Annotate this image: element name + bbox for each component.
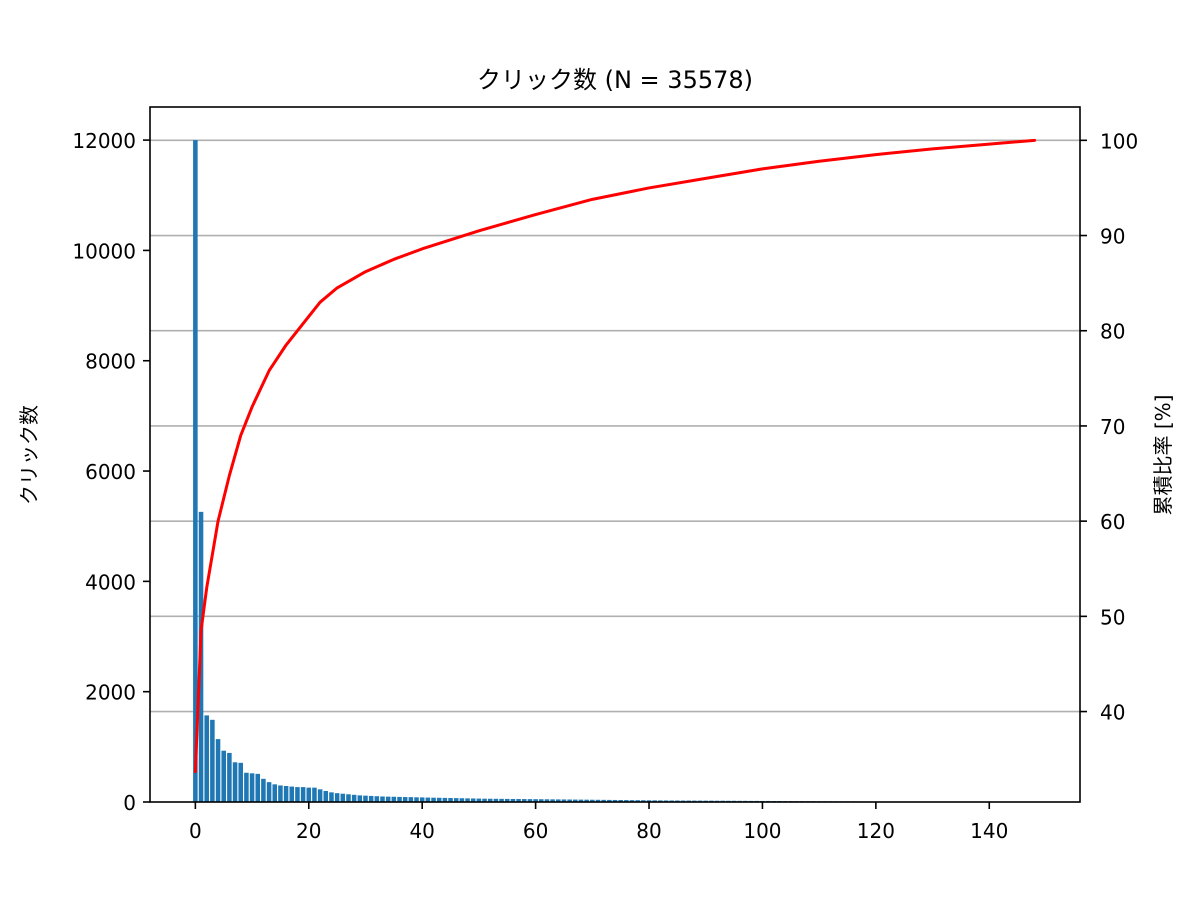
y-tick-label-1: 2000 bbox=[85, 681, 136, 705]
bar-2 bbox=[204, 715, 209, 802]
bar-28 bbox=[352, 795, 357, 802]
y2-tick-label-4: 80 bbox=[1100, 320, 1125, 344]
bar-26 bbox=[341, 794, 346, 802]
bar-15 bbox=[278, 785, 283, 802]
y-tick-label-5: 10000 bbox=[72, 239, 136, 263]
y2-tick-label-3: 70 bbox=[1100, 415, 1125, 439]
bar-21 bbox=[312, 788, 317, 802]
y-axis-label: クリック数 bbox=[17, 405, 41, 505]
bar-33 bbox=[380, 796, 385, 802]
y2-tick-label-2: 60 bbox=[1100, 510, 1125, 534]
bar-8 bbox=[238, 763, 243, 802]
bar-5 bbox=[221, 751, 226, 802]
chart-title: クリック数 (N = 35578) bbox=[477, 66, 753, 94]
y-tick-label-0: 0 bbox=[123, 791, 136, 815]
y2-tick-label-0: 40 bbox=[1100, 701, 1125, 725]
bar-32 bbox=[375, 796, 380, 802]
bar-25 bbox=[335, 793, 340, 802]
x-tick-label-7: 140 bbox=[970, 819, 1008, 843]
y2-tick-label-6: 100 bbox=[1100, 129, 1138, 153]
y-tick-label-3: 6000 bbox=[85, 460, 136, 484]
bar-31 bbox=[369, 796, 374, 802]
bar-12 bbox=[261, 779, 266, 802]
bar-22 bbox=[318, 789, 323, 802]
bar-23 bbox=[324, 791, 329, 802]
y2-tick-label-5: 90 bbox=[1100, 225, 1125, 249]
bar-24 bbox=[329, 792, 334, 802]
bar-9 bbox=[244, 773, 249, 802]
bar-10 bbox=[250, 773, 255, 802]
bar-13 bbox=[267, 782, 272, 802]
bar-14 bbox=[272, 784, 277, 802]
x-tick-label-4: 80 bbox=[636, 819, 661, 843]
y-tick-label-6: 12000 bbox=[72, 129, 136, 153]
y-tick-label-4: 8000 bbox=[85, 350, 136, 374]
x-tick-label-3: 60 bbox=[523, 819, 548, 843]
x-tick-label-5: 100 bbox=[743, 819, 781, 843]
bar-34 bbox=[386, 797, 391, 802]
bar-3 bbox=[210, 720, 215, 802]
bar-11 bbox=[255, 774, 260, 802]
bar-19 bbox=[301, 787, 306, 802]
x-tick-label-0: 0 bbox=[189, 819, 202, 843]
y2-tick-label-1: 50 bbox=[1100, 605, 1125, 629]
bar-6 bbox=[227, 753, 232, 802]
bar-20 bbox=[307, 788, 312, 802]
x-tick-label-1: 20 bbox=[296, 819, 321, 843]
bar-17 bbox=[290, 787, 295, 802]
bar-18 bbox=[295, 787, 300, 802]
y2-axis-label: 累積比率 [%] bbox=[1151, 395, 1175, 516]
x-tick-label-6: 120 bbox=[857, 819, 895, 843]
bar-16 bbox=[284, 786, 289, 802]
bar-29 bbox=[358, 795, 363, 802]
bar-7 bbox=[233, 762, 238, 802]
bar-27 bbox=[346, 794, 351, 802]
bar-4 bbox=[216, 739, 221, 802]
bar-30 bbox=[363, 796, 368, 802]
x-tick-label-2: 40 bbox=[409, 819, 434, 843]
y-tick-label-2: 4000 bbox=[85, 570, 136, 594]
